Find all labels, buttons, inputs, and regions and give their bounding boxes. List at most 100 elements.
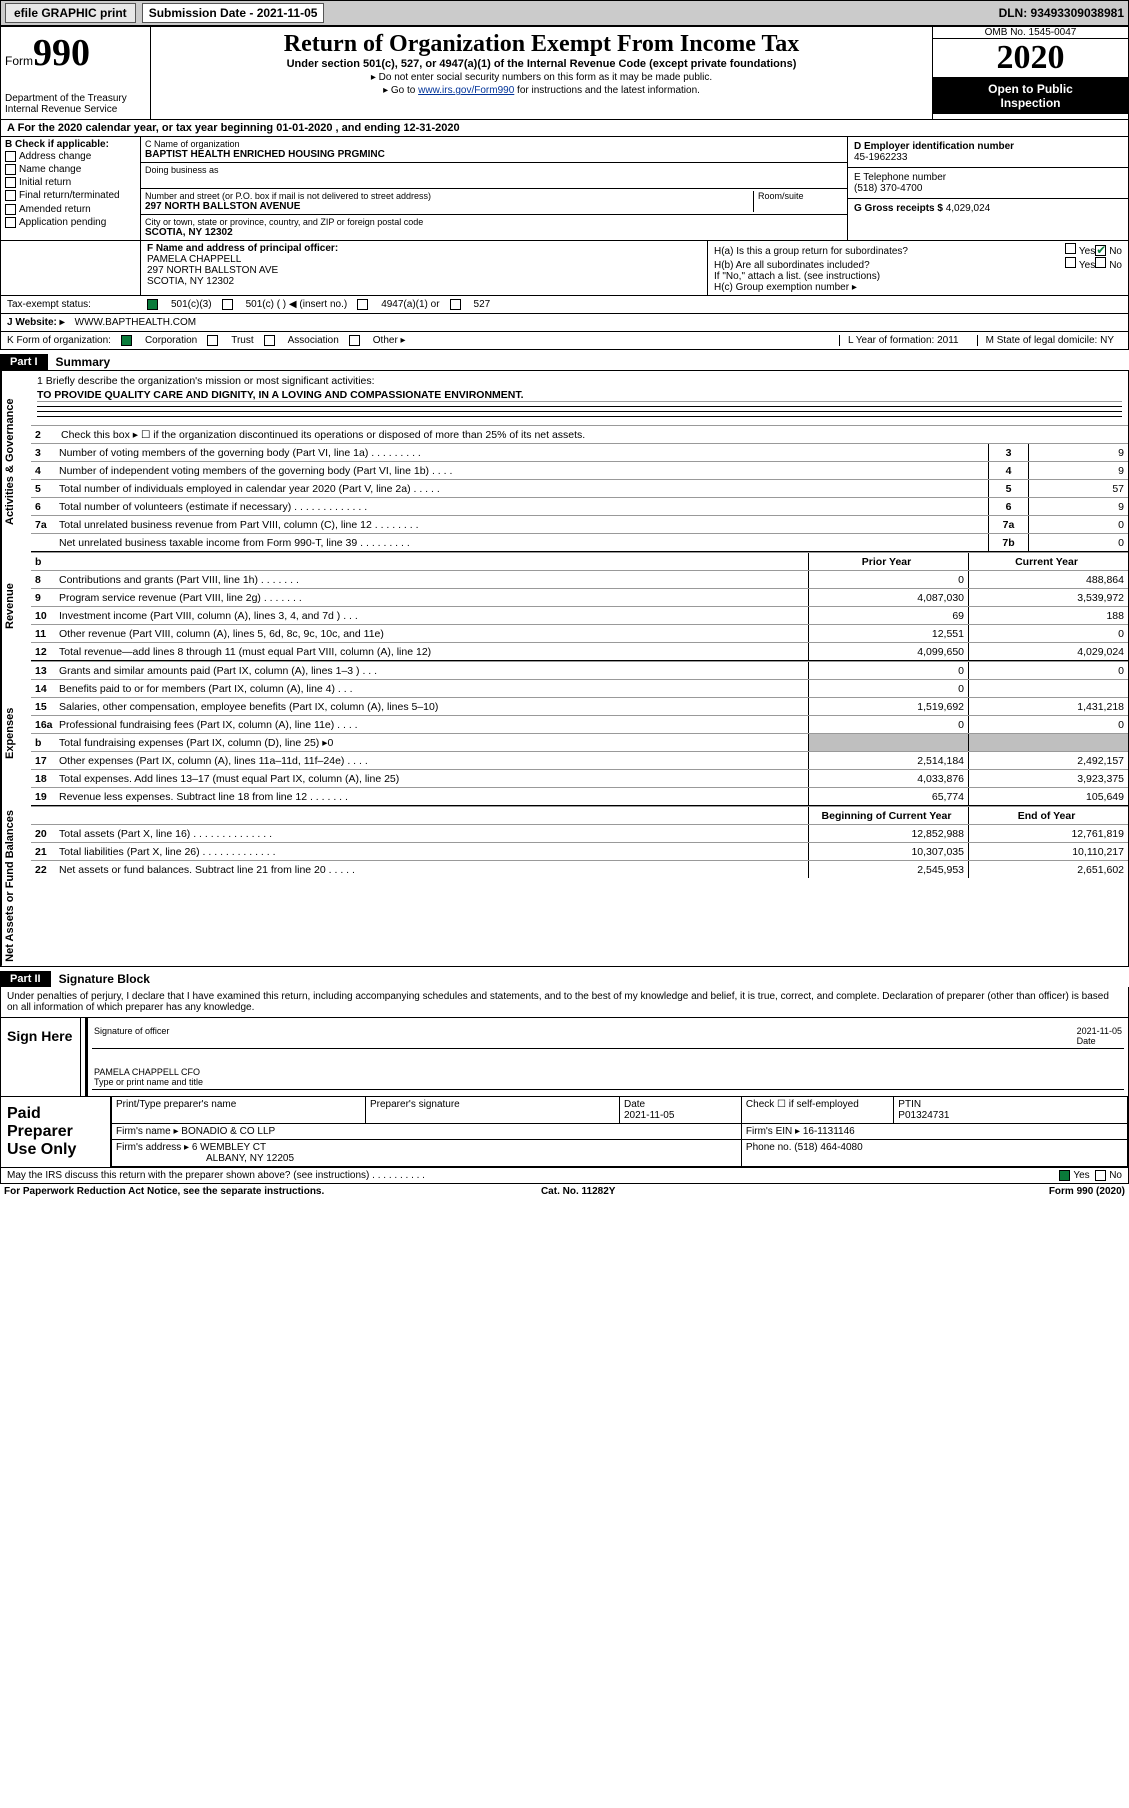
fin-line: 12Total revenue—add lines 8 through 11 (… bbox=[31, 642, 1128, 660]
hb-no[interactable] bbox=[1095, 257, 1106, 268]
omb-number: OMB No. 1545-0047 bbox=[933, 27, 1128, 38]
form-instruction-1: ▸ Do not enter social security numbers o… bbox=[155, 72, 928, 83]
form-instruction-2: ▸ Go to www.irs.gov/Form990 for instruct… bbox=[155, 85, 928, 96]
org-name: BAPTIST HEALTH ENRICHED HOUSING PRGMINC bbox=[145, 149, 843, 160]
chk-4947[interactable] bbox=[357, 299, 368, 310]
box-b: B Check if applicable: Address change Na… bbox=[1, 137, 141, 240]
firm-ein: 16-1131146 bbox=[803, 1126, 855, 1137]
officer-city: SCOTIA, NY 12302 bbox=[147, 276, 701, 287]
ha-yes[interactable] bbox=[1065, 243, 1076, 254]
chk-501c[interactable] bbox=[222, 299, 233, 310]
firm-name: BONADIO & CO LLP bbox=[181, 1126, 275, 1137]
box-c: C Name of organization BAPTIST HEALTH EN… bbox=[141, 137, 848, 240]
form-number: 990 bbox=[33, 32, 90, 74]
vlabel-netassets: Net Assets or Fund Balances bbox=[1, 806, 31, 966]
signature-block: Under penalties of perjury, I declare th… bbox=[0, 987, 1129, 1168]
instructions-link[interactable]: www.irs.gov/Form990 bbox=[418, 85, 514, 96]
chk-other[interactable] bbox=[349, 335, 360, 346]
fh-row: F Name and address of principal officer:… bbox=[0, 241, 1129, 296]
tax-period-row: A For the 2020 calendar year, or tax yea… bbox=[0, 120, 1129, 137]
sign-here-label: Sign Here bbox=[1, 1018, 81, 1096]
vlabel-revenue: Revenue bbox=[1, 552, 31, 661]
dln-label: DLN: 93493309038981 bbox=[999, 6, 1124, 20]
identification-grid: B Check if applicable: Address change Na… bbox=[0, 137, 1129, 241]
chk-trust[interactable] bbox=[207, 335, 218, 346]
fin-line: 11Other revenue (Part VIII, column (A), … bbox=[31, 624, 1128, 642]
form-subtitle: Under section 501(c), 527, or 4947(a)(1)… bbox=[155, 58, 928, 70]
chk-name-change[interactable]: Name change bbox=[5, 163, 136, 176]
org-street: 297 NORTH BALLSTON AVENUE bbox=[145, 201, 753, 212]
form-number-box: Form990 Department of the Treasury Inter… bbox=[1, 27, 151, 119]
firm-addr1: 6 WEMBLEY CT bbox=[192, 1142, 266, 1153]
hb-yes[interactable] bbox=[1065, 257, 1076, 268]
fin-line: 13Grants and similar amounts paid (Part … bbox=[31, 661, 1128, 679]
officer-sig-name: PAMELA CHAPPELL CFO bbox=[94, 1067, 1122, 1077]
fin-line: 15Salaries, other compensation, employee… bbox=[31, 697, 1128, 715]
paid-preparer-table: Print/Type preparer's name Preparer's si… bbox=[111, 1097, 1128, 1167]
open-to-public: Open to PublicInspection bbox=[933, 78, 1128, 114]
gov-line: 7aTotal unrelated business revenue from … bbox=[31, 515, 1128, 533]
submission-date-badge: Submission Date - 2021-11-05 bbox=[142, 3, 325, 23]
chk-application-pending[interactable]: Application pending bbox=[5, 216, 136, 229]
chk-assoc[interactable] bbox=[264, 335, 275, 346]
org-city: SCOTIA, NY 12302 bbox=[145, 227, 843, 238]
k-org-row: K Form of organization: Corporation Trus… bbox=[0, 332, 1129, 350]
fin-line: 10Investment income (Part VIII, column (… bbox=[31, 606, 1128, 624]
officer-name: PAMELA CHAPPELL bbox=[147, 254, 701, 265]
gov-line: 6Total number of volunteers (estimate if… bbox=[31, 497, 1128, 515]
firm-phone: (518) 464-4080 bbox=[794, 1142, 862, 1153]
summary-box: Activities & Governance 1 Briefly descri… bbox=[0, 370, 1129, 967]
form-header: Form990 Department of the Treasury Inter… bbox=[0, 26, 1129, 120]
gov-line: 4Number of independent voting members of… bbox=[31, 461, 1128, 479]
irs-yes[interactable] bbox=[1059, 1170, 1070, 1181]
dept-treasury: Department of the Treasury bbox=[5, 93, 146, 104]
gov-line: 5Total number of individuals employed in… bbox=[31, 479, 1128, 497]
irs-no[interactable] bbox=[1095, 1170, 1106, 1181]
perjury-statement: Under penalties of perjury, I declare th… bbox=[1, 987, 1128, 1017]
part2-header: Part II Signature Block bbox=[0, 971, 1129, 987]
website-row: J Website: ▸ WWW.BAPTHEALTH.COM bbox=[0, 314, 1129, 332]
year-formation: L Year of formation: 2011 bbox=[839, 335, 967, 346]
fin-line: 20Total assets (Part X, line 16) . . . .… bbox=[31, 824, 1128, 842]
fin-line: 21Total liabilities (Part X, line 26) . … bbox=[31, 842, 1128, 860]
fin-line: 8Contributions and grants (Part VIII, li… bbox=[31, 570, 1128, 588]
gross-receipts: 4,029,024 bbox=[946, 203, 991, 214]
tax-exempt-row: Tax-exempt status: 501(c)(3) 501(c) ( ) … bbox=[0, 296, 1129, 314]
irs-discuss-row: May the IRS discuss this return with the… bbox=[0, 1168, 1129, 1184]
website: WWW.BAPTHEALTH.COM bbox=[75, 317, 196, 328]
fin-line: bTotal fundraising expenses (Part IX, co… bbox=[31, 733, 1128, 751]
chk-corp[interactable] bbox=[121, 335, 132, 346]
firm-addr2: ALBANY, NY 12205 bbox=[206, 1153, 294, 1164]
fin-line: 16aProfessional fundraising fees (Part I… bbox=[31, 715, 1128, 733]
chk-final-return[interactable]: Final return/terminated bbox=[5, 189, 136, 202]
gov-line: 3Number of voting members of the governi… bbox=[31, 443, 1128, 461]
tax-year: 2020 bbox=[933, 38, 1128, 78]
form-title: Return of Organization Exempt From Incom… bbox=[155, 31, 928, 58]
ptin: P01324731 bbox=[898, 1110, 949, 1121]
fin-line: 19Revenue less expenses. Subtract line 1… bbox=[31, 787, 1128, 805]
chk-527[interactable] bbox=[450, 299, 461, 310]
part1-header: Part I Summary bbox=[0, 354, 1129, 370]
gov-line: Net unrelated business taxable income fr… bbox=[31, 533, 1128, 551]
ein: 45-1962233 bbox=[854, 152, 1122, 163]
fin-line: 22Net assets or fund balances. Subtract … bbox=[31, 860, 1128, 878]
chk-501c3[interactable] bbox=[147, 299, 158, 310]
vlabel-expenses: Expenses bbox=[1, 661, 31, 806]
fin-line: 17Other expenses (Part IX, column (A), l… bbox=[31, 751, 1128, 769]
dept-irs: Internal Revenue Service bbox=[5, 104, 146, 115]
chk-initial-return[interactable]: Initial return bbox=[5, 176, 136, 189]
vlabel-governance: Activities & Governance bbox=[1, 371, 31, 552]
top-bar: efile GRAPHIC print Submission Date - 20… bbox=[0, 0, 1129, 26]
efile-print-button[interactable]: efile GRAPHIC print bbox=[5, 3, 136, 23]
officer-street: 297 NORTH BALLSTON AVE bbox=[147, 265, 701, 276]
fin-line: 18Total expenses. Add lines 13–17 (must … bbox=[31, 769, 1128, 787]
chk-amended-return[interactable]: Amended return bbox=[5, 203, 136, 216]
omb-year-box: OMB No. 1545-0047 2020 Open to PublicIns… bbox=[933, 27, 1128, 119]
fin-line: 9Program service revenue (Part VIII, lin… bbox=[31, 588, 1128, 606]
form-title-box: Return of Organization Exempt From Incom… bbox=[151, 27, 933, 119]
chk-address-change[interactable]: Address change bbox=[5, 150, 136, 163]
ha-no[interactable] bbox=[1095, 245, 1106, 256]
paid-preparer-label: Paid Preparer Use Only bbox=[1, 1097, 111, 1167]
state-domicile: M State of legal domicile: NY bbox=[977, 335, 1122, 346]
mission-statement: TO PROVIDE QUALITY CARE AND DIGNITY, IN … bbox=[37, 389, 1122, 402]
